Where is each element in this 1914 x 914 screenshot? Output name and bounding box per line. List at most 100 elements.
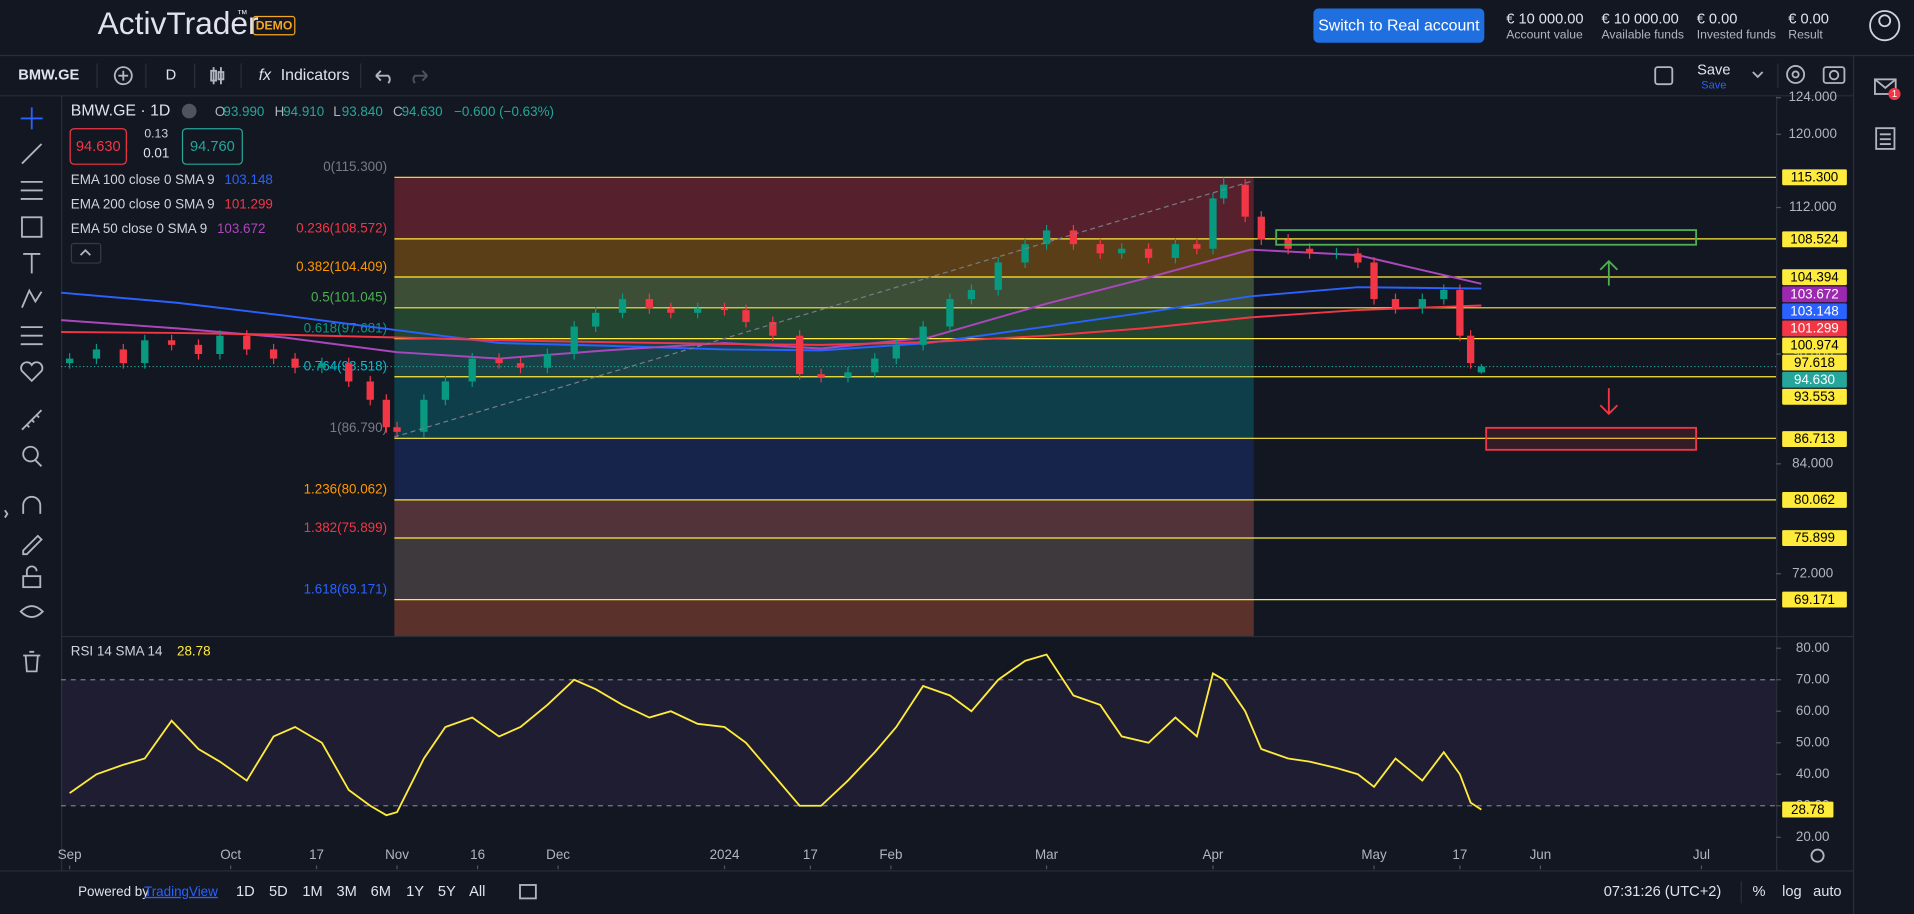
avatar[interactable]	[1878, 14, 1892, 28]
settings[interactable]	[1786, 65, 1806, 84]
range-button[interactable]: All	[469, 884, 485, 900]
delete-tool[interactable]	[23, 650, 41, 673]
scale-option[interactable]: %	[1752, 884, 1765, 900]
range-button[interactable]: 1Y	[406, 884, 424, 900]
candle-body	[516, 363, 525, 368]
symbol[interactable]: BMW.GE	[18, 68, 79, 84]
lock-tool[interactable]	[22, 575, 42, 589]
avatar[interactable]	[1869, 10, 1901, 42]
legend-collapse[interactable]	[79, 248, 91, 256]
scale-option[interactable]: log	[1782, 884, 1802, 900]
fib-level-label: 1.382(75.899)	[304, 520, 387, 535]
ohlc-key: H	[275, 104, 285, 119]
ema-line	[61, 248, 1482, 360]
indicators[interactable]: Indicators	[281, 67, 350, 84]
cta-button[interactable]	[1313, 8, 1485, 43]
rsi-y-tick-label: 60.00	[1796, 703, 1830, 718]
legend-title: BMW.GE · 1D	[71, 102, 171, 119]
sell-box[interactable]	[69, 128, 127, 165]
lock-tool[interactable]	[25, 565, 38, 577]
candle-body	[441, 381, 450, 400]
candle-body	[1257, 216, 1265, 240]
news[interactable]	[1879, 133, 1891, 145]
candle-body	[119, 349, 127, 364]
candle-body	[667, 308, 675, 313]
price-tag	[1782, 286, 1847, 303]
drawing-toolbar[interactable]	[4, 96, 63, 871]
candle-body	[1220, 184, 1228, 199]
message-badge: 1	[1892, 89, 1897, 100]
candle-body	[1171, 244, 1180, 258]
indicator-value: 103.148	[224, 172, 272, 187]
buy-price[interactable]: 94.760	[190, 139, 235, 155]
collapse-toolbar[interactable]	[4, 509, 9, 519]
save[interactable]: Save	[1697, 63, 1730, 79]
text-tool[interactable]	[23, 252, 41, 274]
y-tick-label: 124.000	[1788, 89, 1836, 104]
legend-collapse[interactable]	[70, 242, 102, 264]
range-button[interactable]: 3M	[337, 884, 357, 900]
sell-price[interactable]: 94.630	[76, 139, 121, 155]
shape-tool[interactable]	[21, 216, 43, 238]
news[interactable]	[1875, 127, 1896, 150]
draw-mode-tool[interactable]	[22, 534, 43, 556]
candle-body	[618, 299, 627, 313]
candle-body	[742, 310, 750, 322]
magnet-tool[interactable]	[22, 495, 42, 514]
save-menu[interactable]	[1752, 71, 1764, 79]
crosshair-tool[interactable]	[20, 107, 43, 130]
brand[interactable]: ActivTrader	[98, 5, 259, 41]
interval[interactable]: D	[166, 68, 177, 84]
favorites-tool[interactable]	[20, 361, 44, 383]
candle-body	[468, 358, 476, 382]
messages[interactable]	[1874, 78, 1897, 90]
add-symbol[interactable]	[118, 70, 129, 81]
indicator-label: EMA 100 close 0 SMA 9	[71, 172, 215, 187]
visibility-tool[interactable]	[19, 605, 45, 618]
undo[interactable]	[375, 70, 391, 84]
candle-body	[1021, 244, 1029, 263]
prediction-tool[interactable]	[20, 326, 43, 346]
range-button[interactable]: 6M	[371, 884, 391, 900]
candle-body	[495, 358, 503, 364]
range-button[interactable]: 1D	[236, 884, 255, 900]
indicators-icon[interactable]: fx	[259, 67, 272, 84]
buy-box[interactable]	[181, 128, 243, 165]
scale-option[interactable]: auto	[1813, 884, 1841, 900]
date-range[interactable]	[519, 884, 537, 900]
fib-level-label: 1(86.790)	[330, 420, 387, 435]
rsi-tag-label: 28.78	[1791, 802, 1825, 817]
layout-toggle[interactable]	[1654, 66, 1674, 86]
trademark: ™	[237, 9, 248, 21]
axis-settings[interactable]	[1810, 848, 1825, 863]
zoom-tool[interactable]	[22, 445, 39, 463]
tradingview-link[interactable]: TradingView	[144, 884, 218, 899]
price-tag	[1782, 431, 1847, 447]
snapshot[interactable]	[1828, 69, 1840, 81]
measure-tool[interactable]	[21, 409, 43, 431]
chart-type[interactable]	[210, 67, 225, 85]
stat-value: € 0.00	[1697, 11, 1738, 27]
add-symbol[interactable]	[113, 66, 133, 86]
price-tag	[1782, 169, 1847, 186]
zoom-tool[interactable]	[34, 459, 43, 467]
range-button[interactable]: 5Y	[438, 884, 456, 900]
pattern-tool[interactable]	[21, 288, 43, 308]
candle-body	[817, 374, 825, 377]
redo[interactable]	[412, 70, 428, 84]
snapshot[interactable]	[1822, 66, 1846, 84]
price-tag	[1782, 231, 1847, 248]
range-button[interactable]: 1M	[302, 884, 322, 900]
settings[interactable]	[1791, 70, 1800, 79]
candle-body	[946, 299, 954, 327]
rsi-y-tick-label: 40.00	[1796, 766, 1830, 781]
price-tag	[1782, 591, 1847, 608]
messages[interactable]	[1874, 78, 1897, 95]
cta-button[interactable]: Switch to Real account	[1318, 17, 1480, 34]
fib-level-label: 0.618(97.681)	[304, 320, 387, 335]
range-button[interactable]: 5D	[269, 884, 288, 900]
stat-label: Invested funds	[1697, 28, 1776, 42]
fib-tool[interactable]	[20, 180, 43, 200]
rsi-y-tick-label: 70.00	[1796, 671, 1830, 686]
trendline-tool[interactable]	[21, 143, 43, 165]
